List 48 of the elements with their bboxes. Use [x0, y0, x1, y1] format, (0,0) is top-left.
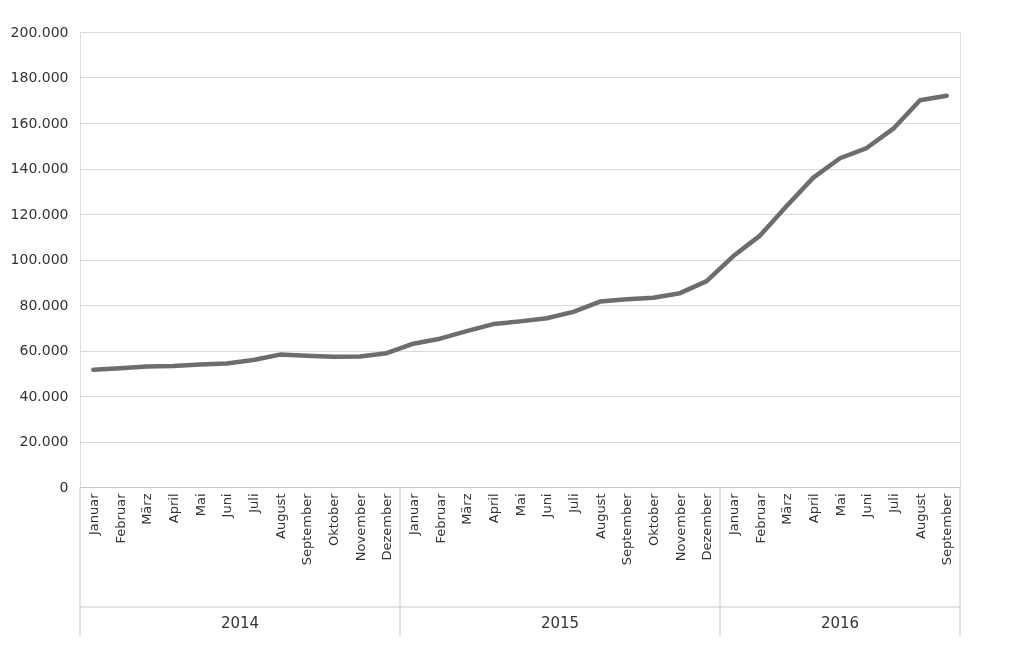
x-tick-label: Februar [432, 492, 448, 544]
x-tick-label: März [779, 493, 795, 525]
y-tick-label: 80.000 [19, 296, 69, 313]
x-tick-label: April [165, 493, 181, 524]
x-tick-label: März [459, 493, 475, 525]
x-tick-label: August [592, 493, 608, 539]
x-tick-label: April [805, 493, 821, 524]
x-tick-label: April [485, 493, 501, 524]
x-tick-label: Februar [752, 492, 768, 544]
x-tick-label: Mai [512, 493, 528, 517]
y-tick-label: 160.000 [10, 114, 69, 131]
x-tick-label: Juli [565, 493, 581, 514]
x-tick-label: Januar [405, 492, 421, 537]
x-tick-label: August [912, 493, 928, 539]
x-tick-label: März [139, 493, 155, 525]
x-tick-label: Januar [85, 492, 101, 537]
y-tick-label: 120.000 [10, 205, 69, 222]
x-tick-label: Dezember [699, 492, 715, 561]
x-tick-label: Januar [725, 492, 741, 537]
y-tick-label: 20.000 [19, 433, 69, 449]
x-tick-label: Juni [539, 493, 555, 519]
y-tick-label: 40.000 [19, 387, 69, 404]
x-tick-label: Februar [112, 492, 128, 544]
x-tick-label: Oktober [645, 492, 661, 546]
text: 2015 [540, 614, 580, 632]
x-tick-label: September [299, 492, 315, 566]
x-tick-label: November [672, 492, 688, 562]
x-tick-label: Mai [192, 493, 208, 517]
y-tick-label: 100.000 [10, 251, 69, 267]
y-tick-label: 200.000 [10, 23, 69, 40]
x-tick-label: Dezember [379, 492, 395, 561]
x-tick-label: Mai [832, 493, 848, 517]
x-tick-label: Juli [245, 493, 261, 514]
x-tick-label: September [939, 492, 955, 566]
text: 2014 [220, 614, 260, 632]
y-tick-label: 0 [59, 478, 69, 495]
line-series [91, 93, 949, 373]
x-tick-label: Oktober [325, 492, 341, 546]
x-tick-label: November [352, 492, 368, 562]
x-tick-label: Juni [219, 493, 235, 519]
x-tick-label: September [619, 492, 635, 566]
x-tick-label: Juni [859, 493, 875, 519]
x-tick-label: Juli [885, 493, 901, 514]
x-tick-label: August [272, 493, 288, 539]
y-tick-label: 60.000 [19, 342, 69, 358]
y-tick-label: 180.000 [10, 69, 69, 85]
y-tick-label: 140.000 [10, 160, 69, 176]
text: 2016 [820, 614, 860, 632]
